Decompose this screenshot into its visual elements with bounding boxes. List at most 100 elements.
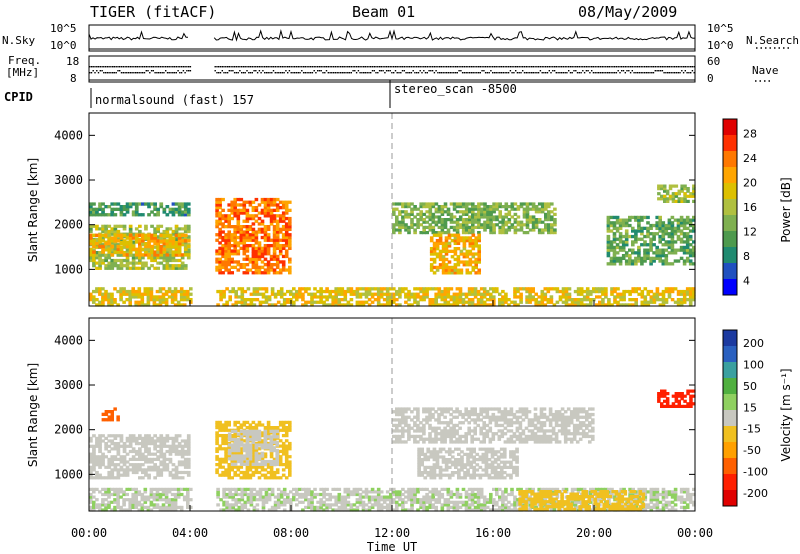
freq-dot [165,66,167,68]
echo-cell [483,223,487,227]
echo-cell [609,259,614,263]
echo-cell [224,249,228,253]
echo-cell [221,216,225,221]
echo-cell [119,250,124,254]
echo-cell [606,248,611,252]
freq-dot [681,66,683,68]
echo-cell [275,476,280,480]
freq-dot [594,66,596,68]
echo-cell [251,462,256,466]
echo-cell [125,444,130,448]
echo-cell [243,303,248,307]
echo-cell [461,228,466,232]
echo-cell [239,452,244,456]
echo-cell [579,300,584,304]
echo-cell [278,216,283,221]
echo-cell [643,256,647,260]
echo-cell [616,287,620,291]
echo-cell [628,292,632,296]
echo-cell [239,454,244,458]
echo-cell [95,210,99,214]
echo-cell [401,415,405,419]
echo-cell [161,295,166,299]
nave-dot [537,72,540,74]
echo-cell [138,261,142,265]
echo-cell [649,298,654,302]
echo-cell [215,441,219,446]
echo-cell [240,303,245,307]
nave-dot [497,72,499,74]
freq-dot [173,66,176,68]
y-tick-label: 1000 [54,262,83,276]
echo-cell [673,218,678,222]
echo-cell [284,447,289,451]
echo-cell [150,239,154,243]
echo-cell [398,231,402,235]
echo-cell [264,287,269,291]
echo-cell [404,407,408,411]
echo-cell [125,289,129,294]
echo-cell [263,246,268,250]
echo-cell [561,287,566,291]
echo-cell [616,300,620,304]
echo-cell [476,423,480,428]
echo-cell [263,437,268,442]
echo-cell [159,250,164,254]
echo-cell [245,230,250,234]
echo-cell [134,436,139,440]
echo-cell [272,263,277,267]
echo-cell [101,439,105,443]
echo-cell [404,295,408,299]
echo-cell [101,476,105,480]
echo-cell [153,476,157,480]
echo-cell [392,228,396,232]
echo-cell [540,228,545,232]
echo-cell [227,222,231,226]
echo-cell [479,407,483,411]
echo-cell [153,447,157,451]
freq-dot [256,66,259,68]
echo-cell [539,415,544,419]
echo-cell [528,202,533,206]
echo-cell [655,248,659,252]
freq-dot [679,66,681,68]
echo-cell [165,457,170,461]
echo-cell [476,300,481,304]
echo-cell [230,460,234,464]
echo-cell [564,287,569,291]
echo-cell [236,465,241,469]
echo-cell [224,263,228,267]
echo-cell [489,231,493,235]
echo-cell [284,431,289,435]
echo-cell [407,202,411,206]
echo-cell [101,418,106,422]
freq-dot [143,66,146,68]
echo-cell [479,429,483,433]
echo-cell [604,292,608,296]
echo-cell [281,238,286,242]
echo-cell [98,264,102,268]
echo-cell [122,227,127,231]
echo-cell [245,249,250,253]
power-ylabel: Slant Range [km] [26,158,40,262]
echo-cell [612,254,617,258]
echo-cell [107,264,112,268]
nave-tick-bottom: 0 [707,72,714,85]
echo-cell [224,423,228,427]
echo-cell [612,232,617,236]
echo-cell [676,226,681,230]
echo-cell [165,213,170,217]
echo-cell [533,426,538,430]
echo-cell [455,423,459,428]
echo-cell [89,258,93,263]
echo-cell [141,444,145,448]
echo-cell [281,246,286,250]
echo-cell [257,268,262,272]
echo-cell [125,439,130,443]
echo-cell [613,300,617,304]
nave-dot [509,70,512,72]
echo-cell [104,436,108,440]
freq-dot [343,66,345,68]
echo-cell [110,202,115,206]
echo-cell [162,247,167,251]
